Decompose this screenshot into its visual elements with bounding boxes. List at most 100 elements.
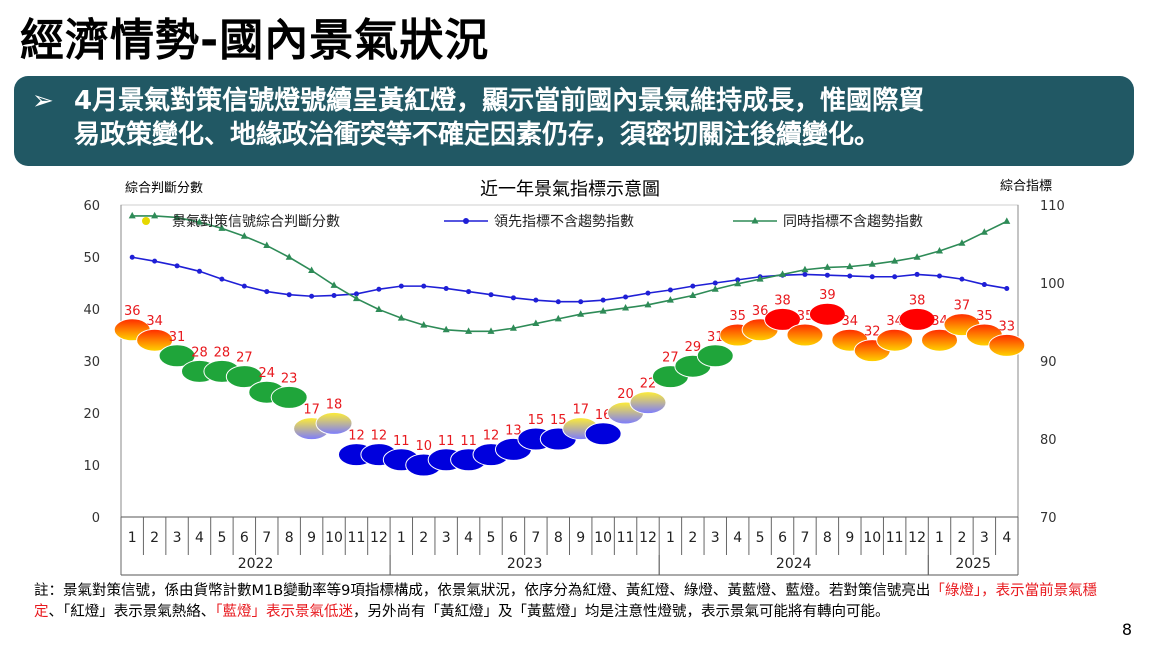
signal-score-label: 13 — [505, 423, 522, 438]
month-label: 5 — [756, 530, 765, 546]
coincident-index-point — [151, 211, 159, 219]
coincident-index-point — [980, 228, 988, 235]
left-tick-label: 20 — [83, 407, 100, 422]
coincident-index-point — [285, 253, 293, 260]
right-tick-label: 80 — [1040, 433, 1057, 448]
month-label: 1 — [397, 530, 406, 546]
footnote-blue-note: 「藍燈」表示景氣低迷 — [215, 604, 353, 620]
leading-index-point — [510, 295, 516, 301]
signal-light-yb — [315, 411, 353, 435]
signal-light-r — [898, 307, 936, 331]
month-label: 11 — [886, 530, 904, 546]
coincident-index-point — [779, 270, 787, 277]
coincident-index-point — [689, 291, 697, 298]
leading-index-point — [152, 258, 158, 264]
signal-light-yr — [988, 333, 1026, 357]
signal-score-label: 27 — [236, 351, 253, 366]
signal-score-label: 33 — [999, 319, 1016, 334]
summary-line-2: 易政策變化、地緣政治衝突等不確定因素仍存，須密切關注後續變化。 — [74, 120, 881, 150]
signal-light-yr — [786, 323, 824, 347]
month-label: 6 — [509, 530, 518, 546]
signal-score-label: 28 — [191, 345, 208, 360]
leading-index-point — [555, 299, 561, 305]
year-label: 2023 — [507, 556, 543, 572]
signal-score-label: 12 — [483, 429, 500, 444]
signal-score-label: 34 — [842, 314, 859, 329]
signal-light-g — [225, 365, 263, 389]
coincident-index-point — [554, 314, 562, 322]
month-label: 9 — [845, 530, 854, 546]
leading-index-point — [264, 289, 270, 295]
signal-score-label: 23 — [281, 371, 298, 386]
leading-index-point — [847, 273, 853, 279]
signal-score-label: 15 — [550, 413, 567, 428]
signal-score-label: 22 — [640, 377, 657, 392]
signal-score-label: 11 — [460, 434, 477, 449]
signal-score-label: 11 — [438, 434, 455, 449]
leading-index-point — [196, 268, 202, 274]
coincident-index-point — [891, 257, 899, 264]
right-tick-label: 110 — [1040, 199, 1065, 214]
coincident-index-line — [132, 215, 1008, 333]
year-label: 2022 — [238, 556, 274, 572]
coincident-index-point — [465, 327, 473, 334]
signal-score-label: 35 — [976, 309, 993, 324]
signal-score-label: 24 — [258, 366, 275, 381]
signal-score-label: 38 — [774, 293, 791, 308]
footnote-text-3: ，另外尚有「黃紅燈」及「黃藍燈」均是注意性燈號，表示景氣可能將有轉向可能。 — [353, 604, 890, 620]
signal-score-label: 35 — [729, 309, 746, 324]
coincident-index-point — [240, 232, 248, 239]
footnote: 註：景氣對策信號，係由貨幣計數M1B變動率等9項指標構成，依景氣狀況，依序分為紅… — [34, 581, 1114, 623]
month-label: 9 — [307, 530, 316, 546]
month-label: 7 — [531, 530, 540, 546]
coincident-index-point — [711, 285, 719, 292]
month-label: 3 — [980, 530, 989, 546]
leading-index-point — [645, 290, 651, 296]
legend-signal-marker — [142, 217, 150, 225]
coincident-index-point — [913, 253, 921, 260]
leading-index-point — [914, 271, 920, 277]
signal-light-yb — [629, 391, 667, 415]
coincident-index-point — [599, 307, 607, 314]
month-label: 5 — [487, 530, 496, 546]
plot-area — [120, 204, 1019, 518]
month-label: 3 — [442, 530, 451, 546]
coincident-index-point — [622, 303, 630, 311]
leading-index-point — [353, 291, 359, 297]
leading-index-point — [1004, 285, 1010, 291]
leading-index-point — [376, 286, 382, 292]
leading-index-point — [466, 289, 472, 295]
month-label: 11 — [617, 530, 635, 546]
coincident-index-point — [666, 296, 674, 303]
signal-score-label: 18 — [326, 397, 343, 412]
signal-score-label: 11 — [393, 434, 410, 449]
year-label: 2025 — [955, 556, 991, 572]
right-axis-title: 綜合指標 — [1000, 179, 1052, 194]
signal-light-g — [696, 344, 734, 368]
leading-index-point — [421, 283, 427, 289]
signal-score-label: 10 — [415, 439, 432, 454]
month-label: 7 — [801, 530, 810, 546]
year-label: 2024 — [776, 556, 812, 572]
leading-index-point — [241, 283, 247, 289]
signal-light-b — [584, 422, 622, 446]
month-label: 2 — [150, 530, 159, 546]
left-axis-title: 綜合判斷分數 — [125, 181, 203, 196]
coincident-index-point — [756, 275, 764, 282]
right-tick-label: 90 — [1040, 355, 1057, 370]
leading-index-point — [578, 299, 584, 305]
leading-index-point — [712, 280, 718, 286]
leading-index-point — [533, 297, 539, 303]
coincident-index-point — [375, 305, 383, 313]
month-label: 8 — [823, 530, 832, 546]
leading-index-point — [824, 272, 830, 278]
legend-leading-label: 領先指標不含趨勢指數 — [494, 213, 634, 230]
left-tick-label: 30 — [83, 355, 100, 370]
coincident-index-point — [509, 324, 517, 331]
signal-score-label: 36 — [124, 304, 141, 319]
summary-text: 4月景氣對策信號燈號續呈黃紅燈，顯示當前國內景氣維持成長，惟國際貿 易政策變化、… — [74, 84, 1116, 152]
signal-light-yr — [876, 328, 914, 352]
month-label: 6 — [240, 530, 249, 546]
coincident-index-point — [487, 327, 495, 334]
coincident-index-point — [352, 294, 360, 302]
